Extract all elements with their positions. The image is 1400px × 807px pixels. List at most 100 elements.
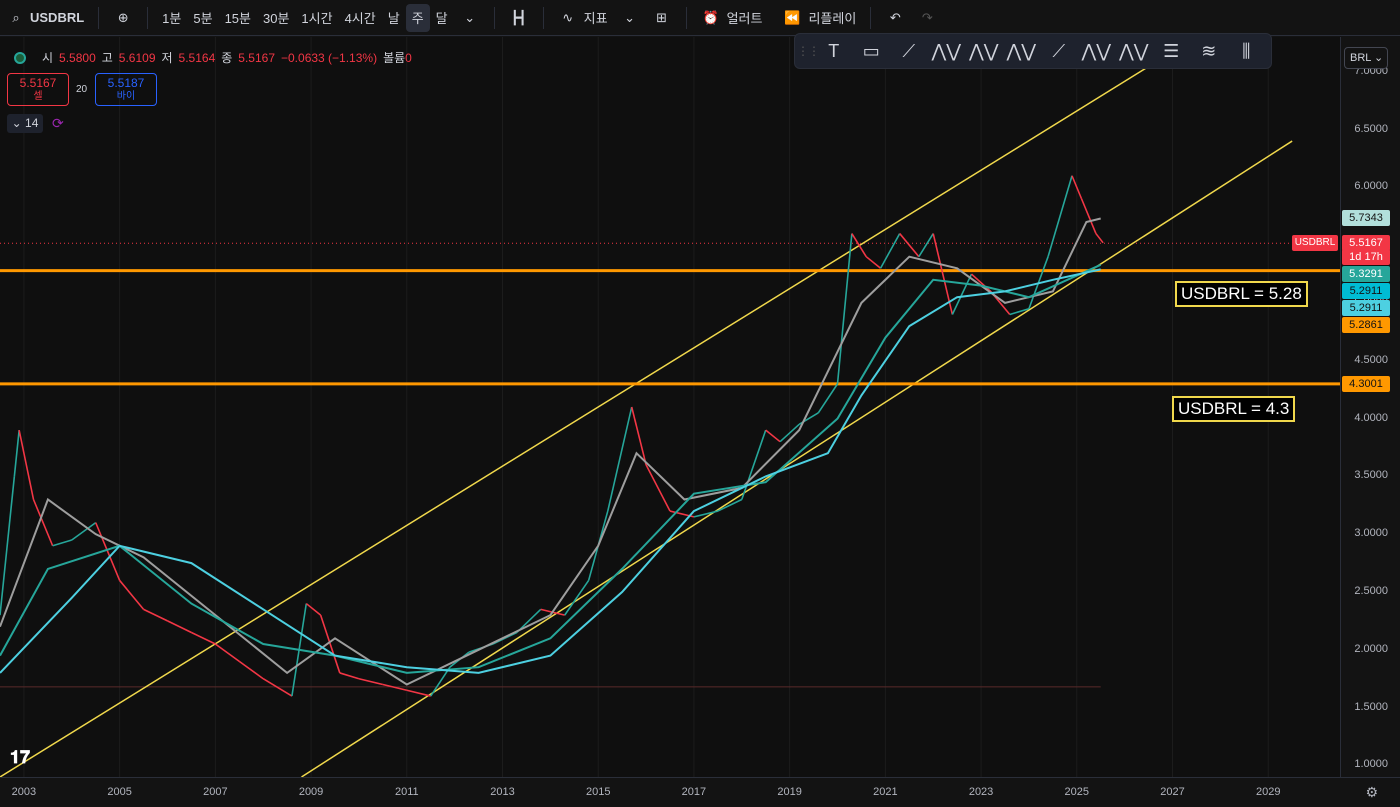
price-segment-12 (214, 643, 240, 663)
settings-icon[interactable]: ⚙ (1365, 784, 1378, 800)
price-segment-11 (191, 631, 216, 645)
annotation-label-0[interactable]: USDBRL = 5.28 (1175, 280, 1308, 307)
interval-1[interactable]: 5분 (193, 11, 213, 26)
price-segment-40 (817, 383, 839, 414)
buy-label: 바이 (116, 91, 136, 102)
price-segment-19 (358, 677, 384, 686)
wy-pattern-icon[interactable]: ⋀⋁ (1118, 40, 1149, 61)
interval-3[interactable]: 30분 (263, 11, 290, 26)
callout-tool-icon[interactable]: ▭ (862, 40, 880, 61)
interval-5[interactable]: 4시간 (344, 11, 376, 26)
undo-button[interactable]: ↶ (879, 4, 911, 32)
price-segment-35 (717, 498, 743, 512)
buy-button[interactable]: 5.5187 바이 (95, 73, 157, 106)
redo-button[interactable]: ↷ (911, 4, 943, 32)
time-axis[interactable]: ⚙ 2003 2005 2007 2009 2011 2013 2015 2017 2019 20… (0, 777, 1400, 807)
indicator-collapse-button[interactable]: ⌄ 14 (7, 114, 43, 133)
close-value: 5.5167 (238, 50, 275, 65)
price-label-6: 4.3001 (1342, 375, 1390, 392)
time-tick: 2023 (968, 786, 994, 798)
price-segment-37 (765, 429, 781, 443)
parallel-channel-icon[interactable]: ☰ (1163, 40, 1180, 61)
ae-pattern-icon[interactable]: ⋀⋁ (1006, 40, 1037, 61)
price-segment-51 (1009, 307, 1030, 316)
price-label-4: 5.2911 (1342, 300, 1390, 317)
sell-price: 5.5167 (19, 76, 57, 90)
time-tick: 2005 (107, 786, 132, 798)
price-segment-7 (94, 522, 121, 581)
price-tick: 6.5000 (1354, 122, 1388, 135)
price-segment-31 (630, 406, 647, 466)
price-tick: 1.5000 (1354, 700, 1388, 713)
moving-average-0 (0, 217, 1101, 686)
indicators-button[interactable]: ∿ 지표 (552, 4, 614, 32)
price-segment-56 (1095, 233, 1104, 244)
rewind-icon: ⏪ (784, 9, 801, 25)
add-circle-icon: ⊕ (117, 9, 129, 25)
price-segment-54 (1071, 175, 1083, 200)
candlestick-icon: ┣┫ (510, 9, 527, 25)
polyline-tool-icon[interactable]: ⟋ (1052, 40, 1066, 61)
price-segment-9 (143, 608, 168, 622)
fib-tool-icon[interactable]: ⫼ (1242, 40, 1251, 61)
search-icon: ⌕ (12, 9, 20, 25)
tradingview-logo: 𝟏𝟕 (10, 747, 31, 767)
interval-dropdown[interactable]: ⌄ (454, 4, 486, 32)
price-segment-14 (262, 678, 293, 697)
price-segment-13 (238, 660, 264, 680)
top-toolbar: ⌕ USDBRL ⊕ 1분 5분 15분 30분 1시간 4시간 날 주 달 ⌄ ┣┫ ∿ 지표… (0, 0, 1400, 36)
chart-canvas[interactable] (0, 37, 1340, 777)
price-tick: 4.0000 (1354, 411, 1388, 424)
annotation-label-1[interactable]: USDBRL = 4.3 (1172, 395, 1296, 422)
regression-channel-icon[interactable]: ≋ (1201, 40, 1217, 61)
indicators-dropdown[interactable]: ⌄ (614, 4, 646, 32)
moving-average-2 (0, 268, 1101, 674)
drag-handle-icon[interactable]: ⋮⋮ (797, 44, 820, 58)
volume-value: 0 (405, 50, 412, 65)
price-segment-32 (645, 464, 671, 512)
abcd-pattern-icon[interactable]: ⋀⋁ (968, 40, 999, 61)
chart-pane[interactable] (0, 37, 1340, 777)
interval-4[interactable]: 1시간 (301, 11, 333, 26)
indicators-icon: ∿ (562, 9, 574, 25)
refresh-icon[interactable]: ⟳ (52, 115, 64, 131)
time-tick: 2025 (1064, 786, 1090, 798)
price-segment-2 (13, 430, 20, 477)
layout-button[interactable]: ⊞ (646, 4, 678, 32)
price-tick: 2.0000 (1354, 642, 1388, 655)
trendline-tool-icon[interactable]: ⟋ (902, 40, 916, 61)
price-segment-4 (32, 499, 54, 547)
price-segment-41 (836, 233, 853, 384)
interval-6[interactable]: 날 (387, 11, 400, 26)
interval-2[interactable]: 15분 (224, 11, 251, 26)
price-tick: 4.5000 (1354, 353, 1388, 366)
sell-button[interactable]: 5.5167 셀 (7, 73, 69, 106)
price-segment-42 (851, 233, 867, 258)
interval-0[interactable]: 1분 (162, 11, 182, 26)
xabcd-pattern-icon[interactable]: ⋀⋁ (931, 40, 962, 61)
wz-pattern-icon[interactable]: ⋀⋁ (1081, 40, 1112, 61)
price-label-5: 5.2861 (1342, 317, 1390, 334)
divider (493, 6, 495, 29)
price-label-0: 5.7343 (1342, 210, 1390, 227)
compare-button[interactable]: ⊕ (107, 4, 139, 32)
replay-button[interactable]: ⏪ 리플레이 (776, 4, 862, 32)
time-tick: 2021 (873, 786, 898, 798)
sell-label: 셀 (33, 91, 43, 102)
interval-8[interactable]: 달 (435, 11, 448, 26)
undo-icon: ↶ (889, 9, 901, 25)
currency-selector[interactable]: BRL ⌄ (1344, 47, 1388, 69)
alert-button[interactable]: ⏰ 얼러트 (695, 4, 769, 32)
price-segment-49 (970, 273, 992, 292)
price-axis[interactable]: 7.00006.50006.00005.50005.00004.50004.00… (1340, 37, 1400, 777)
price-segment-1 (0, 476, 16, 616)
open-key: 시 (42, 51, 54, 65)
symbol-search[interactable]: ⌕ USDBRL (0, 4, 90, 32)
interval-7[interactable]: 주 (405, 3, 430, 32)
symbol-name: USDBRL (30, 10, 85, 25)
text-tool-icon[interactable]: T (828, 40, 840, 61)
open-value: 5.5800 (59, 50, 96, 65)
time-tick: 2011 (394, 786, 419, 798)
chart-type-button[interactable]: ┣┫ (503, 4, 535, 32)
price-segment-48 (951, 273, 973, 315)
